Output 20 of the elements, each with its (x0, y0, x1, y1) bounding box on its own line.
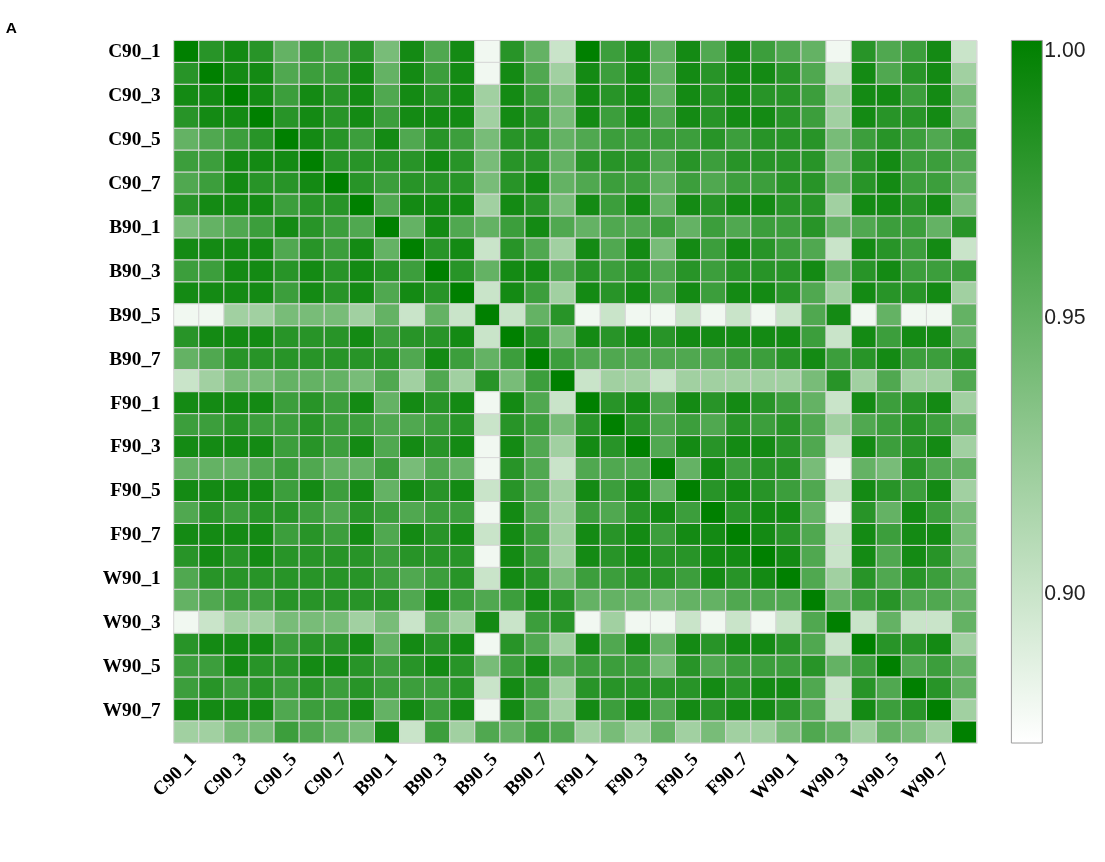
y-tick-label: C90_7 (108, 171, 162, 193)
y-tick-label: B90_5 (109, 303, 161, 325)
y-tick-label: B90_1 (109, 215, 161, 237)
color-bar-label: 0.95 (1044, 304, 1086, 328)
y-tick-label: C90_1 (108, 40, 161, 62)
y-tick-label: F90_1 (110, 391, 161, 413)
y-tick-label: C90_3 (108, 84, 161, 106)
y-tick-label: F90_5 (110, 479, 161, 501)
y-tick-label: C90_5 (108, 128, 161, 150)
y-tick-label: B90_7 (109, 347, 162, 369)
y-tick-label: F90_7 (110, 523, 162, 545)
y-tick-label: W90_5 (102, 654, 161, 676)
y-tick-label: F90_3 (110, 435, 161, 457)
text: A (5, 19, 17, 37)
y-tick-label: W90_7 (102, 698, 162, 720)
y-tick-label: B90_3 (109, 259, 161, 281)
color-bar-label: 1.00 (1044, 37, 1086, 61)
y-tick-label: W90_1 (102, 567, 161, 589)
y-tick-label: W90_3 (102, 611, 161, 633)
color-bar-label: 0.90 (1044, 581, 1086, 605)
